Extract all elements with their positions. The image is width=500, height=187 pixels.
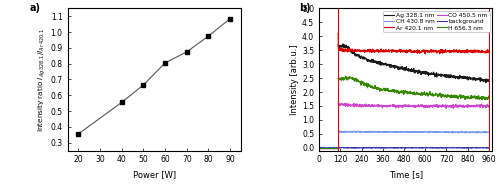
Y-axis label: Intensity [arb.u.]: Intensity [arb.u.] bbox=[290, 44, 300, 115]
Ar 420.1 nm bbox=[472, 49, 478, 51]
background bbox=[364, 146, 370, 149]
Line: H 656.3 nm: H 656.3 nm bbox=[338, 76, 489, 100]
background bbox=[342, 147, 348, 149]
H 656.3 nm bbox=[482, 99, 488, 101]
CH 430.8 nm bbox=[372, 131, 378, 133]
background bbox=[336, 146, 342, 149]
Ag 328.1 nm bbox=[383, 64, 389, 66]
Ag 328.1 nm bbox=[472, 78, 478, 80]
X-axis label: Power [W]: Power [W] bbox=[132, 170, 176, 179]
Ar 420.1 nm bbox=[378, 51, 384, 53]
CO 450.5 nm bbox=[383, 104, 389, 106]
Ag 328.1 nm bbox=[486, 80, 492, 82]
background bbox=[454, 147, 460, 149]
background bbox=[378, 147, 384, 149]
Ag 328.1 nm bbox=[335, 44, 341, 46]
Ar 420.1 nm bbox=[434, 50, 440, 52]
H 656.3 nm bbox=[472, 95, 478, 97]
Ar 420.1 nm bbox=[486, 50, 492, 52]
CH 430.8 nm bbox=[434, 131, 440, 133]
H 656.3 nm bbox=[342, 75, 348, 77]
Ag 328.1 nm bbox=[483, 82, 489, 84]
Line: background: background bbox=[319, 147, 489, 148]
Ag 328.1 nm bbox=[378, 61, 384, 64]
CO 450.5 nm bbox=[434, 106, 440, 108]
Text: b): b) bbox=[299, 3, 310, 13]
background bbox=[316, 147, 322, 149]
Y-axis label: Intensity ratio $I_{Ag\,328.1}$/$I_{Ar\,420.1}$: Intensity ratio $I_{Ag\,328.1}$/$I_{Ar\,… bbox=[36, 27, 48, 132]
CO 450.5 nm bbox=[453, 104, 459, 107]
Ag 328.1 nm bbox=[340, 43, 346, 45]
CH 430.8 nm bbox=[450, 132, 456, 134]
Line: CH 430.8 nm: CH 430.8 nm bbox=[338, 131, 489, 133]
Ar 420.1 nm bbox=[452, 49, 458, 51]
CO 450.5 nm bbox=[443, 107, 449, 110]
CH 430.8 nm bbox=[472, 131, 478, 134]
Line: CO 450.5 nm: CO 450.5 nm bbox=[338, 103, 489, 108]
CH 430.8 nm bbox=[486, 131, 492, 133]
H 656.3 nm bbox=[434, 94, 440, 96]
background bbox=[468, 147, 474, 149]
H 656.3 nm bbox=[378, 88, 384, 90]
background bbox=[486, 147, 492, 149]
Text: a): a) bbox=[30, 3, 40, 13]
CH 430.8 nm bbox=[378, 131, 384, 133]
background bbox=[366, 146, 372, 148]
Ar 420.1 nm bbox=[335, 32, 341, 35]
CO 450.5 nm bbox=[335, 102, 341, 104]
Ar 420.1 nm bbox=[383, 48, 389, 51]
Ar 420.1 nm bbox=[422, 53, 428, 55]
Line: Ar 420.1 nm: Ar 420.1 nm bbox=[338, 33, 489, 54]
Legend: Ag 328.1 nm, CH 430.8 nm, Ar 420.1 nm, CO 450.5 nm, background, H 656.3 nm: Ag 328.1 nm, CH 430.8 nm, Ar 420.1 nm, C… bbox=[382, 11, 490, 32]
Ag 328.1 nm bbox=[372, 61, 378, 63]
CO 450.5 nm bbox=[342, 102, 348, 104]
CO 450.5 nm bbox=[378, 104, 384, 106]
CH 430.8 nm bbox=[383, 131, 389, 133]
CO 450.5 nm bbox=[372, 104, 378, 107]
X-axis label: Time [s]: Time [s] bbox=[388, 170, 423, 179]
CO 450.5 nm bbox=[472, 105, 478, 107]
CO 450.5 nm bbox=[486, 106, 492, 108]
CH 430.8 nm bbox=[453, 131, 459, 134]
H 656.3 nm bbox=[383, 89, 389, 91]
H 656.3 nm bbox=[452, 96, 458, 98]
CH 430.8 nm bbox=[335, 130, 341, 132]
Ag 328.1 nm bbox=[434, 73, 440, 76]
H 656.3 nm bbox=[335, 77, 341, 80]
Ag 328.1 nm bbox=[452, 76, 458, 78]
background bbox=[390, 147, 396, 149]
Line: Ag 328.1 nm: Ag 328.1 nm bbox=[338, 44, 489, 83]
CH 430.8 nm bbox=[336, 130, 342, 132]
H 656.3 nm bbox=[486, 95, 492, 97]
H 656.3 nm bbox=[372, 85, 378, 87]
Ar 420.1 nm bbox=[372, 50, 378, 53]
